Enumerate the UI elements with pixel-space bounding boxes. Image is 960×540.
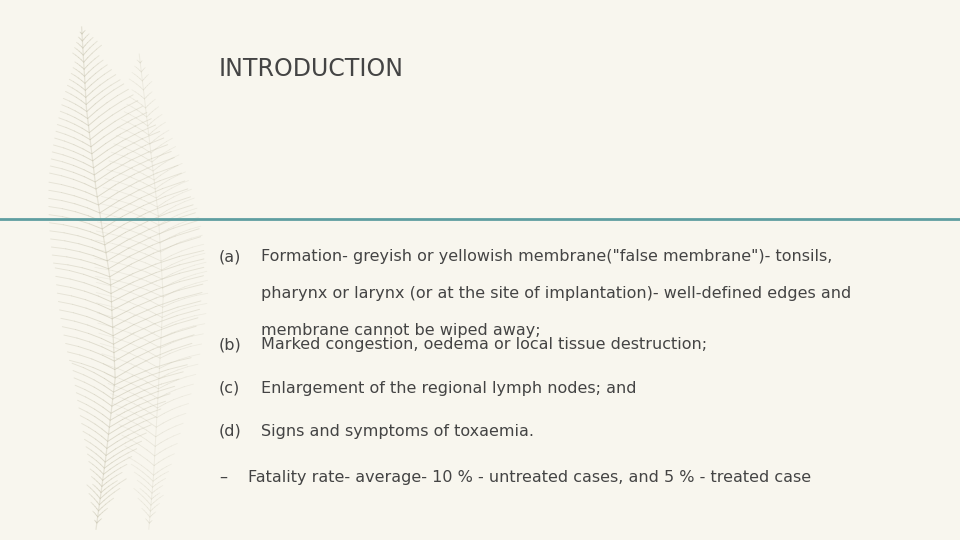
Text: (b): (b) <box>219 338 242 353</box>
Text: pharynx or larynx (or at the site of implantation)- well-defined edges and: pharynx or larynx (or at the site of imp… <box>261 286 852 301</box>
Text: (a): (a) <box>219 249 241 265</box>
Text: Fatality rate- average- 10 % - untreated cases, and 5 % - treated case: Fatality rate- average- 10 % - untreated… <box>248 470 811 485</box>
Text: (d): (d) <box>219 424 242 439</box>
Text: (c): (c) <box>219 381 240 396</box>
Text: Enlargement of the regional lymph nodes; and: Enlargement of the regional lymph nodes;… <box>261 381 636 396</box>
Text: Signs and symptoms of toxaemia.: Signs and symptoms of toxaemia. <box>261 424 534 439</box>
Text: Marked congestion, oedema or local tissue destruction;: Marked congestion, oedema or local tissu… <box>261 338 708 353</box>
Text: Formation- greyish or yellowish membrane("false membrane")- tonsils,: Formation- greyish or yellowish membrane… <box>261 249 832 265</box>
Text: –: – <box>219 470 227 485</box>
Text: membrane cannot be wiped away;: membrane cannot be wiped away; <box>261 323 540 338</box>
Text: INTRODUCTION: INTRODUCTION <box>219 57 404 80</box>
